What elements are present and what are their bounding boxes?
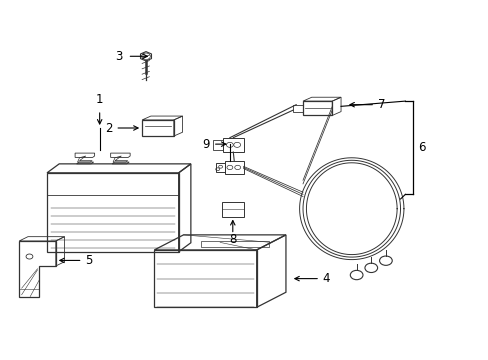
Text: 9: 9 <box>203 138 210 150</box>
Text: 2: 2 <box>105 122 112 135</box>
Text: 4: 4 <box>322 272 329 285</box>
Text: 5: 5 <box>85 254 92 267</box>
Text: 3: 3 <box>115 50 122 63</box>
Text: 8: 8 <box>229 233 236 246</box>
Text: 6: 6 <box>417 141 425 154</box>
Text: 1: 1 <box>96 94 103 107</box>
Text: 7: 7 <box>377 98 385 111</box>
